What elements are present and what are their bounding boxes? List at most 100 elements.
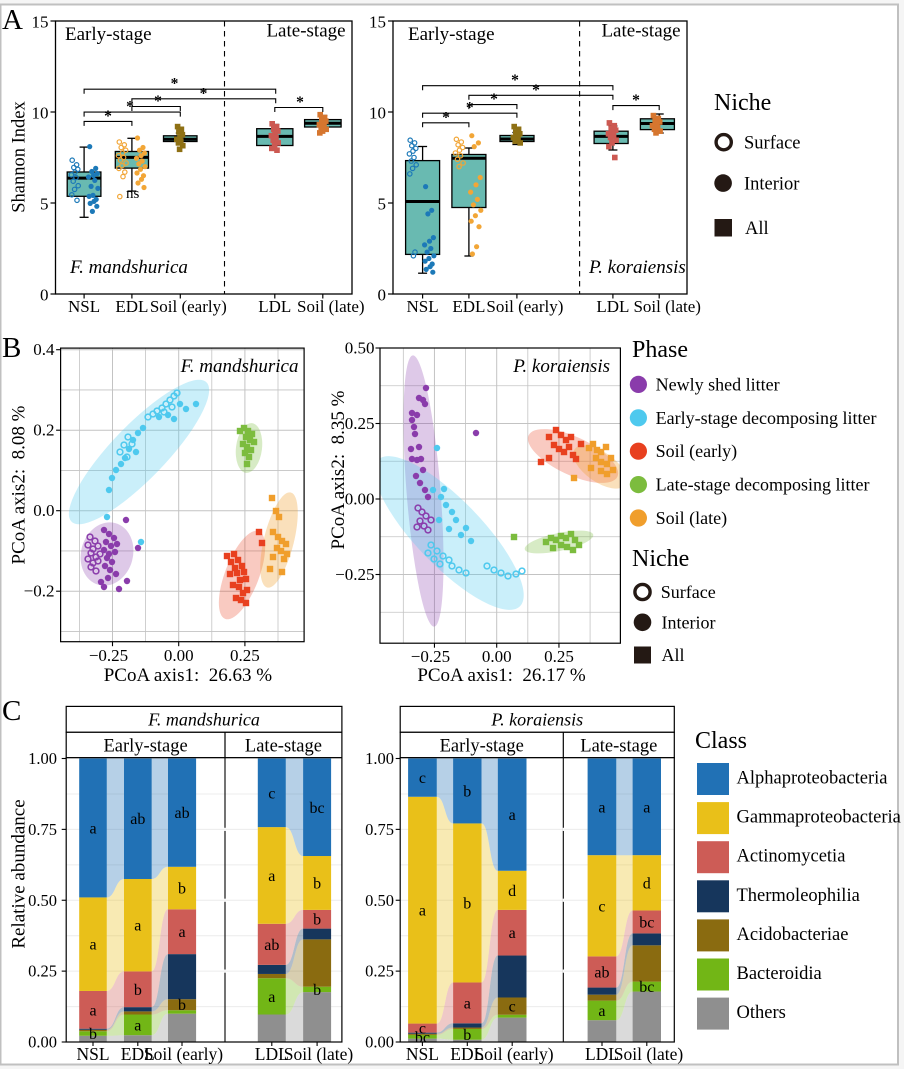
svg-text:−0.25: −0.25 (335, 565, 374, 584)
svg-text:Soil (late): Soil (late) (633, 297, 701, 316)
svg-text:a: a (268, 868, 275, 885)
svg-text:c: c (268, 785, 275, 802)
svg-text:EDL: EDL (115, 297, 148, 316)
svg-text:ab: ab (130, 811, 145, 828)
svg-text:Soil (late): Soil (late) (656, 508, 727, 529)
svg-text:0.50: 0.50 (365, 891, 394, 910)
svg-text:1.00: 1.00 (28, 749, 57, 768)
svg-text:0.00: 0.00 (365, 1033, 394, 1052)
svg-text:b: b (313, 912, 321, 929)
svg-text:0.50: 0.50 (28, 891, 57, 910)
svg-text:Late-stage: Late-stage (266, 21, 345, 42)
svg-text:0.4: 0.4 (33, 340, 55, 359)
svg-text:a: a (89, 1002, 96, 1019)
svg-text:c: c (419, 770, 426, 787)
svg-text:0.25: 0.25 (365, 962, 394, 981)
svg-text:Others: Others (737, 1003, 786, 1023)
svg-text:Acidobacteriae: Acidobacteriae (737, 925, 849, 945)
svg-text:0.00: 0.00 (482, 647, 512, 666)
svg-text:0.25: 0.25 (345, 414, 375, 433)
svg-text:c: c (598, 898, 605, 915)
svg-text:Bacteroidia: Bacteroidia (737, 964, 822, 984)
svg-text:a: a (89, 937, 96, 954)
svg-text:Early-stage: Early-stage (408, 24, 495, 45)
svg-text:a: a (134, 1017, 141, 1034)
svg-text:Soil (early): Soil (early) (144, 1044, 223, 1064)
svg-text:NSL: NSL (407, 297, 439, 316)
svg-text:c: c (419, 1021, 426, 1038)
svg-text:A: A (2, 4, 23, 36)
svg-text:Interior: Interior (662, 613, 716, 633)
svg-text:Soil (late): Soil (late) (614, 1044, 684, 1064)
svg-text:NSL: NSL (76, 1044, 109, 1064)
svg-text:Phase: Phase (632, 337, 688, 363)
svg-text:c: c (509, 999, 516, 1016)
svg-text:0.25: 0.25 (230, 646, 260, 665)
svg-text:PCoA axis1: 26.17 %: PCoA axis1: 26.17 % (417, 665, 586, 686)
svg-text:Alphaproteobacteria: Alphaproteobacteria (737, 769, 888, 789)
svg-text:b: b (463, 783, 471, 800)
svg-text:b: b (89, 1026, 97, 1043)
svg-text:Surface: Surface (744, 134, 801, 154)
svg-text:bc: bc (639, 979, 654, 996)
svg-text:0.25: 0.25 (544, 647, 574, 666)
svg-text:15: 15 (369, 13, 386, 32)
svg-text:C: C (2, 695, 21, 727)
svg-text:*: * (442, 109, 450, 126)
svg-text:ns: ns (126, 186, 140, 202)
svg-text:a: a (419, 903, 426, 920)
svg-text:Soil (early): Soil (early) (150, 297, 227, 316)
svg-text:*: * (296, 94, 304, 111)
svg-text:Early-stage decomposing litter: Early-stage decomposing litter (656, 408, 877, 428)
svg-text:−0.25: −0.25 (411, 647, 450, 666)
svg-text:a: a (598, 799, 605, 816)
svg-text:bc: bc (415, 1029, 430, 1046)
svg-text:a: a (509, 925, 516, 942)
svg-text:PCoA axis2: 8.35 %: PCoA axis2: 8.35 % (328, 390, 349, 549)
svg-text:0.75: 0.75 (365, 820, 394, 839)
svg-text:*: * (200, 85, 208, 102)
svg-text:Class: Class (695, 728, 747, 754)
svg-text:LDL: LDL (585, 1044, 619, 1064)
svg-text:0.25: 0.25 (28, 962, 57, 981)
svg-text:F. mandshurica: F. mandshurica (180, 356, 299, 377)
svg-text:ab: ab (594, 964, 609, 981)
svg-text:*: * (466, 100, 474, 117)
svg-text:a: a (598, 1003, 605, 1020)
svg-text:0.00: 0.00 (164, 646, 194, 665)
svg-text:bc: bc (310, 800, 325, 817)
svg-text:a: a (509, 807, 516, 824)
svg-text:b: b (463, 895, 471, 912)
svg-text:P. koraiensis: P. koraiensis (490, 710, 583, 730)
svg-text:a: a (464, 995, 471, 1012)
svg-text:Surface: Surface (661, 582, 716, 602)
svg-text:Soil (late): Soil (late) (297, 297, 365, 316)
svg-text:5: 5 (378, 195, 387, 214)
svg-text:Niche: Niche (632, 546, 689, 572)
svg-text:0.00: 0.00 (345, 490, 375, 509)
svg-text:a: a (268, 989, 275, 1006)
svg-text:Interior: Interior (744, 175, 799, 195)
svg-text:Late-stage: Late-stage (601, 21, 680, 42)
svg-text:Early-stage: Early-stage (440, 737, 524, 757)
svg-text:d: d (643, 875, 651, 892)
svg-text:*: * (511, 72, 519, 89)
svg-text:ab: ab (264, 937, 279, 954)
svg-text:b: b (463, 1027, 471, 1044)
svg-text:*: * (154, 93, 162, 110)
svg-text:LDL: LDL (596, 297, 629, 316)
svg-text:*: * (126, 99, 134, 116)
svg-text:bc: bc (639, 914, 654, 931)
svg-text:P. koraiensis: P. koraiensis (588, 257, 686, 278)
svg-text:a: a (643, 799, 650, 816)
svg-text:ab: ab (174, 805, 189, 822)
svg-text:Niche: Niche (714, 90, 771, 116)
svg-text:Early-stage: Early-stage (103, 737, 187, 757)
svg-text:Gammaproteobacteria: Gammaproteobacteria (737, 808, 901, 828)
svg-text:NSL: NSL (406, 1044, 439, 1064)
svg-text:*: * (532, 82, 540, 99)
svg-text:Early-stage: Early-stage (65, 24, 152, 45)
svg-text:B: B (2, 332, 21, 364)
svg-text:15: 15 (32, 13, 49, 32)
svg-text:NSL: NSL (68, 297, 100, 316)
